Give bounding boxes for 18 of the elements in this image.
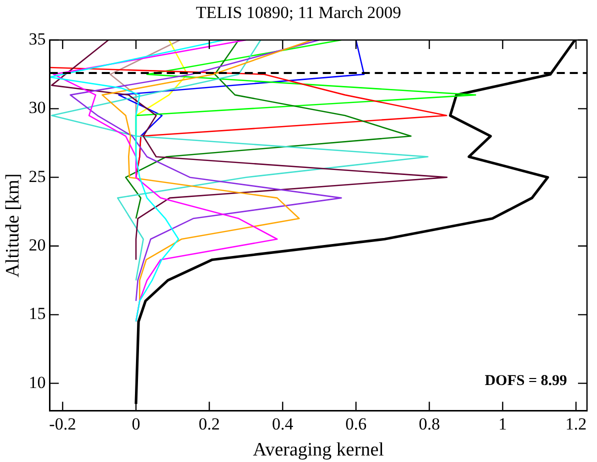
y-tick-label: 35 <box>28 29 46 48</box>
y-tick-label: 15 <box>28 304 46 324</box>
y-tick-label: 30 <box>28 98 46 118</box>
y-tick-label: 25 <box>28 166 46 186</box>
x-tick-label: 1 <box>498 414 507 434</box>
x-tick-label: 0.8 <box>418 414 440 434</box>
x-tick-label: 0 <box>132 414 140 434</box>
x-tick-label: 0.4 <box>272 414 294 434</box>
x-axis-title: Averaging kernel <box>252 440 384 461</box>
y-tick-label: 20 <box>28 235 46 254</box>
x-tick-label: 0.2 <box>198 414 220 434</box>
annotation: DOFS = 8.99 <box>484 373 567 390</box>
x-tick-label: 1.2 <box>565 414 587 434</box>
y-axis-title: Altitude [km] <box>2 173 24 278</box>
x-tick-label: -0.2 <box>49 414 76 434</box>
y-tick-label: 10 <box>28 372 46 392</box>
chart-title: TELIS 10890; 11 March 2009 <box>194 3 402 23</box>
x-tick-label: 0.6 <box>345 414 367 434</box>
